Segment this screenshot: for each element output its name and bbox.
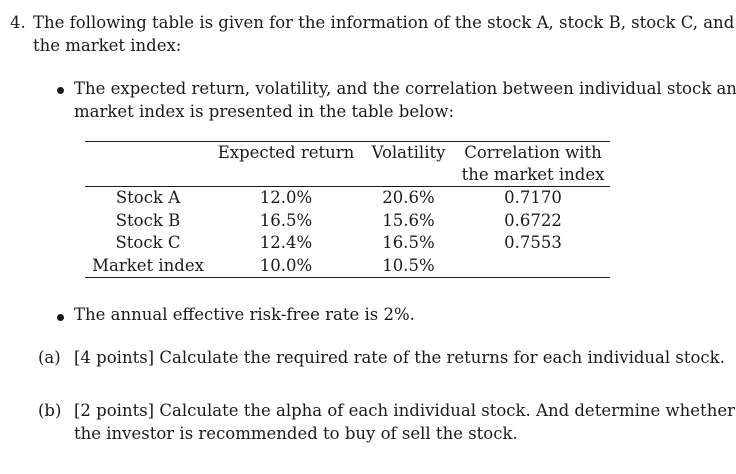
part-b-text-line1: [2 points] Calculate the alpha of each i… bbox=[74, 401, 735, 420]
question-intro-line2: the market index: bbox=[33, 36, 182, 55]
bullet-icon bbox=[57, 87, 64, 94]
row-expected-return: 12.0% bbox=[259, 188, 313, 207]
row-expected-return: 10.0% bbox=[259, 256, 313, 275]
question-number: 4. bbox=[10, 13, 26, 32]
row-volatility: 20.6% bbox=[382, 188, 435, 207]
row-name: Stock C bbox=[115, 233, 181, 252]
row-correlation: 0.7553 bbox=[504, 233, 562, 252]
row-name: Market index bbox=[92, 256, 204, 275]
header-correlation-line1: Correlation with bbox=[464, 143, 602, 162]
row-volatility: 10.5% bbox=[382, 256, 435, 275]
bullet-text-line2: market index is presented in the table b… bbox=[74, 102, 455, 121]
bullet-icon bbox=[57, 314, 64, 321]
row-correlation: 0.6722 bbox=[504, 211, 562, 230]
row-volatility: 15.6% bbox=[382, 211, 435, 230]
row-name: Stock A bbox=[115, 188, 181, 207]
header-expected-return: Expected return bbox=[217, 143, 355, 162]
row-name: Stock B bbox=[115, 211, 181, 230]
row-correlation: 0.7170 bbox=[504, 188, 562, 207]
table-bottom-rule bbox=[85, 277, 610, 278]
header-correlation-line2: the market index bbox=[461, 165, 605, 184]
row-expected-return: 12.4% bbox=[259, 233, 313, 252]
question-intro-line1: The following table is given for the inf… bbox=[33, 13, 735, 32]
table-header-rule bbox=[85, 186, 610, 187]
row-expected-return: 16.5% bbox=[259, 211, 313, 230]
part-b-label: (b) bbox=[38, 401, 62, 420]
header-volatility: Volatility bbox=[371, 143, 446, 162]
row-volatility: 16.5% bbox=[382, 233, 435, 252]
part-b-text-line2: the investor is recommended to buy of se… bbox=[74, 424, 518, 443]
table-top-rule bbox=[85, 141, 610, 142]
part-a-label: (a) bbox=[38, 348, 61, 367]
bullet-text-line1: The expected return, volatility, and the… bbox=[74, 79, 736, 98]
risk-free-rate-text: The annual effective risk-free rate is 2… bbox=[74, 305, 415, 324]
part-a-text: [4 points] Calculate the required rate o… bbox=[74, 348, 725, 367]
